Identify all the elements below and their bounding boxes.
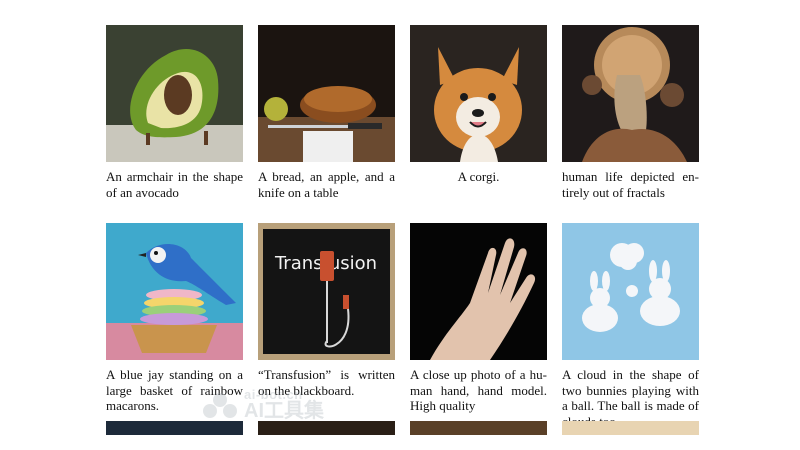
figure-cell-hand: A close up photo of a hu­man hand, hand … [410,223,547,421]
image-caption-grid: An armchair in the shape of an avocado A… [106,25,699,435]
caption-fractals: human life depicted en­tirely out of fra… [562,169,699,200]
avocado-armchair-image [106,25,243,162]
watermark: ai-bot.cn AI工具集 [202,388,324,421]
figure-cell-cloud-bunnies: A cloud in the shape of two bunnies play… [562,223,699,429]
caption-avocado-armchair: An armchair in the shape of an avocado [106,169,243,200]
figure-cell-blue-jay: A blue jay standing on a large basket of… [106,223,243,421]
fractal-human-image [562,25,699,162]
watermark-brand: AI工具集 [244,400,324,422]
figure-cell-partial-1 [106,421,243,435]
caption-bread-apple: A bread, an apple, and a knife on a tabl… [258,169,395,200]
partial-image-4 [562,421,699,435]
caption-blue-jay: A blue jay standing on a large basket of… [106,367,243,414]
blue-jay-macarons-image [106,223,243,360]
partial-image-2 [258,421,395,435]
caption-cloud-bunnies: A cloud in the shape of two bunnies play… [562,367,699,429]
figure-cell-avocado-armchair: An armchair in the shape of an avocado [106,25,243,223]
partial-image-3 [410,421,547,435]
caption-transfusion: “Transfusion” is written on the blackboa… [258,367,395,398]
figure-cell-partial-2 [258,421,395,435]
figure-cell-fractals: human life depicted en­tirely out of fra… [562,25,699,223]
watermark-logo-icon [203,392,237,418]
transfusion-blackboard-image: Transfusion [258,223,395,360]
figure-cell-partial-3 [410,421,547,435]
cloud-bunnies-image [562,223,699,360]
caption-hand: A close up photo of a hu­man hand, hand … [410,367,547,414]
figure-cell-bread-apple: A bread, an apple, and a knife on a tabl… [258,25,395,223]
figure-cell-transfusion: Transfusion “Transfusion” is written on … [258,223,395,421]
human-hand-image [410,223,547,360]
caption-corgi: A corgi. [457,169,500,184]
figure-cell-partial-4 [562,421,699,435]
corgi-image [410,25,547,162]
partial-image-1 [106,421,243,435]
bread-apple-knife-image [258,25,395,162]
figure-cell-corgi: A corgi. [410,25,547,223]
watermark-url: ai-bot.cn [244,387,303,402]
